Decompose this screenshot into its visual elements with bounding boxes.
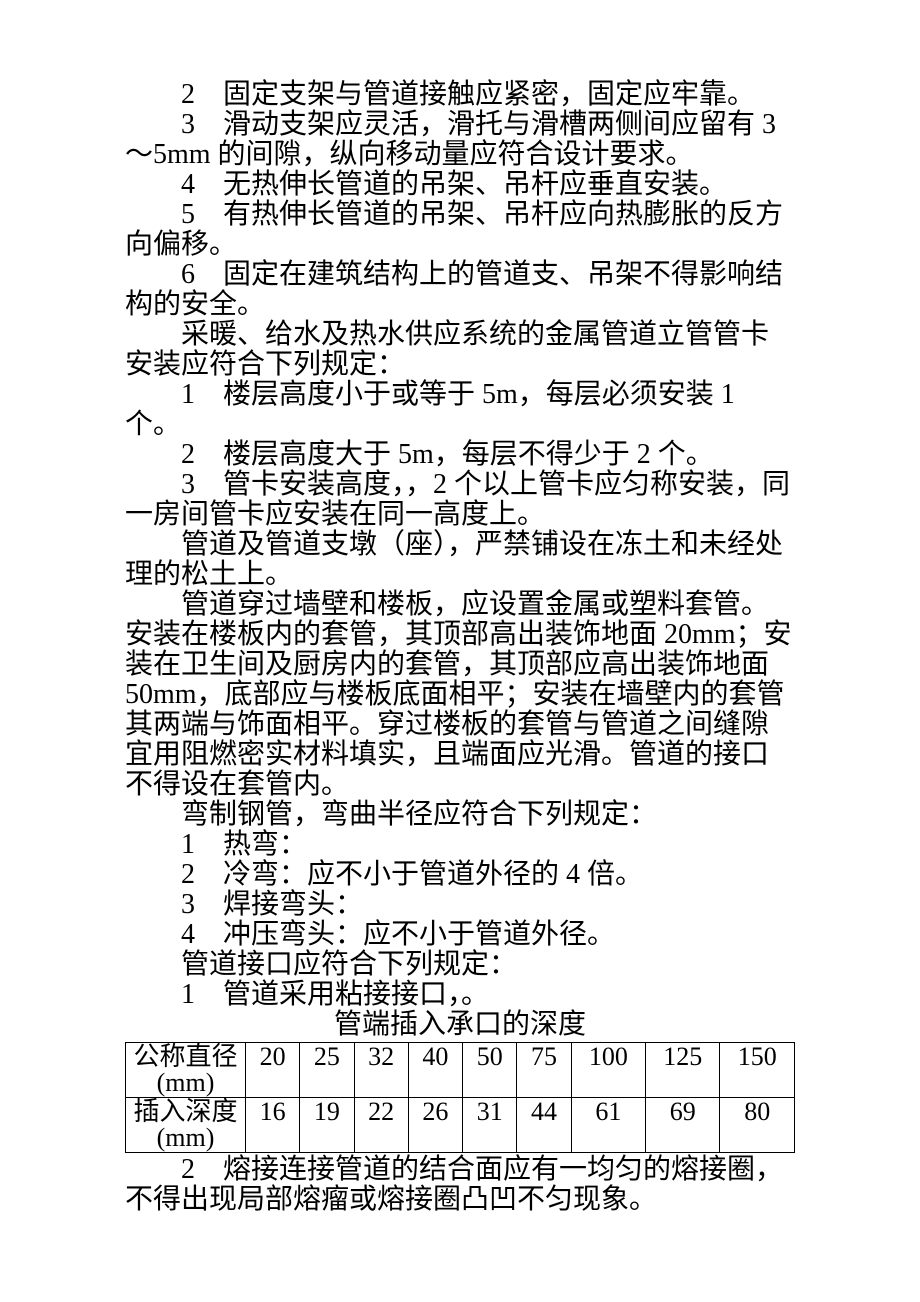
item-text: 管卡安装高度，，2 个以上管卡应匀称安装，同一房间管卡应安装在同一高度上。 [125,469,790,530]
section6-intro: 管道接口应符合下列规定： [125,950,795,980]
section6-item-2: 2 熔接连接管道的结合面应有一均匀的熔接圈，不得出现局部熔瘤或熔接圈凸凹不匀现象… [125,1155,795,1215]
table-cell: 19 [300,1098,354,1153]
table-cell: 44 [517,1098,571,1153]
table-cell: 22 [354,1098,408,1153]
item-number: 3 [181,889,195,920]
item-number: 2 [181,1154,195,1185]
row-label: 公称直径(mm) [126,1043,246,1098]
table-title: 管端插入承口的深度 [125,1010,795,1040]
item-text: 固定支架与管道接触应紧密，固定应牢靠。 [223,79,755,110]
table-cell: 31 [463,1098,517,1153]
table-cell: 61 [571,1098,645,1153]
table-cell: 150 [720,1043,795,1098]
row-label: 插入深度(mm) [126,1098,246,1153]
table-cell: 125 [646,1043,720,1098]
paragraph-3: 管道及管道支墩（座），严禁铺设在冻土和未经处理的松土上。 [125,530,795,590]
item-text: 热弯： [223,829,307,860]
item-number: 2 [181,79,195,110]
section5-intro: 弯制钢管，弯曲半径应符合下列规定： [125,800,795,830]
item-text: 冷弯：应不小于管道外径的 4 倍。 [223,859,643,890]
table-cell: 26 [408,1098,462,1153]
table-row: 公称直径(mm) 20 25 32 40 50 75 100 125 150 [126,1043,795,1098]
item-number: 5 [181,199,195,230]
item-number: 1 [181,379,195,410]
table-cell: 32 [354,1043,408,1098]
item-number: 2 [181,859,195,890]
section1-item-5: 5 有热伸长管道的吊架、吊杆应向热膨胀的反方向偏移。 [125,200,795,260]
table-cell: 75 [517,1043,571,1098]
section5-item-3: 3 焊接弯头： [125,890,795,920]
depth-table: 公称直径(mm) 20 25 32 40 50 75 100 125 150 插… [125,1042,795,1153]
item-number: 1 [181,979,195,1010]
table-cell: 25 [300,1043,354,1098]
section1-item-6: 6 固定在建筑结构上的管道支、吊架不得影响结构的安全。 [125,260,795,320]
table-cell: 16 [246,1098,300,1153]
section5-item-1: 1 热弯： [125,830,795,860]
item-text: 楼层高度大于 5m，每层不得少于 2 个。 [223,439,714,470]
item-number: 3 [181,469,195,500]
section1-item-2: 2 固定支架与管道接触应紧密，固定应牢靠。 [125,80,795,110]
section5-item-2: 2 冷弯：应不小于管道外径的 4 倍。 [125,860,795,890]
item-number: 1 [181,829,195,860]
table-cell: 100 [571,1043,645,1098]
table-cell: 50 [463,1043,517,1098]
item-text: 固定在建筑结构上的管道支、吊架不得影响结构的安全。 [125,259,783,320]
section2-item-3: 3 管卡安装高度，，2 个以上管卡应匀称安装，同一房间管卡应安装在同一高度上。 [125,470,795,530]
paragraph-4: 管道穿过墙壁和楼板，应设置金属或塑料套管。安装在楼板内的套管，其顶部高出装饰地面… [125,590,795,800]
item-text: 焊接弯头： [223,889,363,920]
item-text: 管道采用粘接接口，。 [223,979,489,1010]
item-number: 4 [181,919,195,950]
item-number: 2 [181,439,195,470]
item-number: 6 [181,259,195,290]
document-body: 2 固定支架与管道接触应紧密，固定应牢靠。 3 滑动支架应灵活，滑托与滑槽两侧间… [125,80,795,1215]
item-text: 有热伸长管道的吊架、吊杆应向热膨胀的反方向偏移。 [125,199,783,260]
item-number: 4 [181,169,195,200]
item-text: 滑动支架应灵活，滑托与滑槽两侧间应留有 3～5mm 的间隙，纵向移动量应符合设计… [125,109,776,170]
table-row: 插入深度(mm) 16 19 22 26 31 44 61 69 80 [126,1098,795,1153]
table-cell: 80 [720,1098,795,1153]
section2-item-1: 1 楼层高度小于或等于 5m，每层必须安装 1 个。 [125,380,795,440]
section6-item-1: 1 管道采用粘接接口，。 [125,980,795,1010]
item-text: 楼层高度小于或等于 5m，每层必须安装 1 个。 [125,379,735,440]
item-text: 冲压弯头：应不小于管道外径。 [223,919,615,950]
table-cell: 69 [646,1098,720,1153]
section2-intro: 采暖、给水及热水供应系统的金属管道立管管卡安装应符合下列规定： [125,320,795,380]
section1-item-4: 4 无热伸长管道的吊架、吊杆应垂直安装。 [125,170,795,200]
section2-item-2: 2 楼层高度大于 5m，每层不得少于 2 个。 [125,440,795,470]
table-cell: 40 [408,1043,462,1098]
item-number: 3 [181,109,195,140]
item-text: 熔接连接管道的结合面应有一均匀的熔接圈，不得出现局部熔瘤或熔接圈凸凹不匀现象。 [125,1154,783,1215]
section5-item-4: 4 冲压弯头：应不小于管道外径。 [125,920,795,950]
table-cell: 20 [246,1043,300,1098]
section1-item-3: 3 滑动支架应灵活，滑托与滑槽两侧间应留有 3～5mm 的间隙，纵向移动量应符合… [125,110,795,170]
item-text: 无热伸长管道的吊架、吊杆应垂直安装。 [223,169,727,200]
